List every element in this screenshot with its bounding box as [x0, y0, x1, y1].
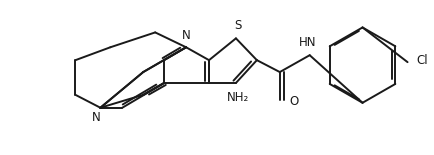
Text: N: N	[92, 111, 100, 124]
Text: NH₂: NH₂	[227, 91, 249, 104]
Text: S: S	[234, 19, 241, 32]
Text: Cl: Cl	[415, 54, 427, 67]
Text: HN: HN	[298, 36, 316, 49]
Text: N: N	[181, 29, 190, 42]
Text: O: O	[289, 95, 298, 108]
